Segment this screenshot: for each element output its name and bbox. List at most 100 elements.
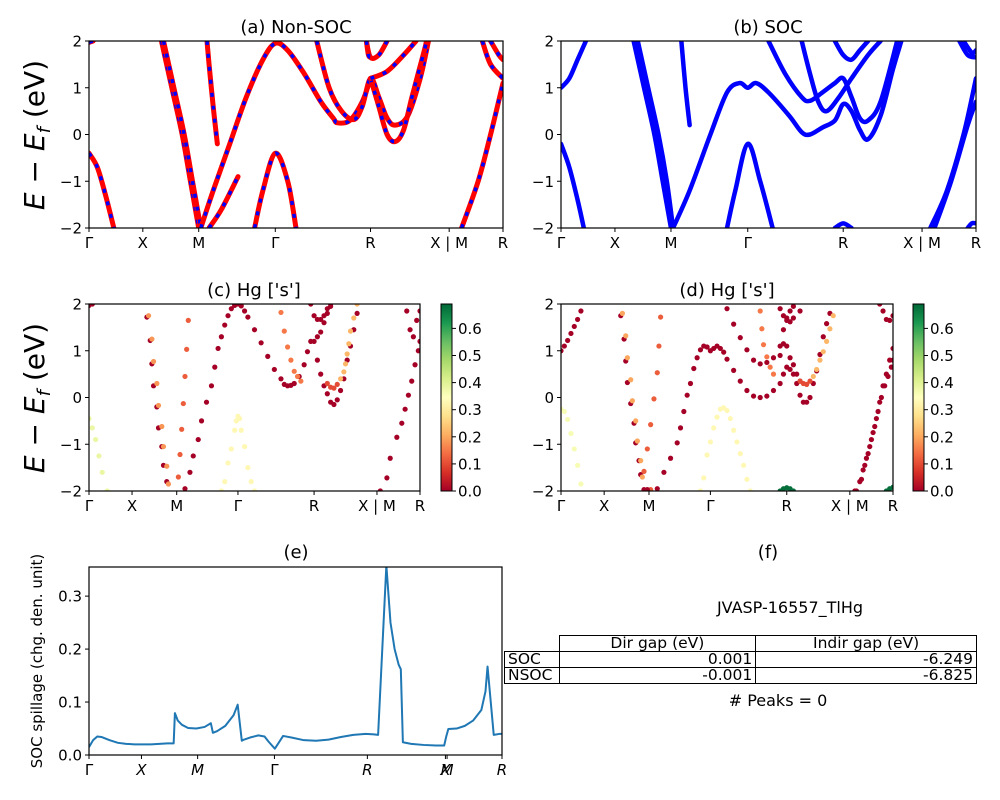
band-point [890,484,893,490]
x-tick-label: M [643,497,656,515]
band-point [561,343,567,349]
band-point [787,355,793,361]
band-point [804,381,810,388]
gap-table-row-label: SOC [504,651,560,668]
band-line [957,41,976,60]
band-line [928,76,976,228]
band-line [832,41,871,63]
band-point [410,334,416,340]
colorbar-tick-label: 0.0 [930,483,954,501]
band-point [228,306,234,312]
band-point [407,327,413,333]
x-tick-label: X [610,234,620,252]
band-line [635,41,676,228]
band-point [724,306,730,312]
band-point [195,436,201,443]
band-point [890,345,893,352]
band-point [875,408,881,415]
x-tick-label: R [497,761,507,779]
spillage-line [89,567,502,750]
band-point [578,481,584,487]
band-point [311,313,317,319]
band-point [651,396,657,402]
band-point [824,338,830,344]
band-line-dash [199,41,373,228]
gap-table-row-label: NSOC [504,667,560,684]
panel-c-axes: −2 −1 0 1 2 Γ X M Γ R X | M R [60,296,425,516]
band-point [93,436,99,443]
band-point [853,488,860,491]
band-point [565,337,571,344]
band-point [182,486,188,491]
x-tick-label: M [441,761,454,779]
band-point [258,340,264,346]
band-point [278,309,284,316]
panel-a-nonsoc-bands: (a) Non-SOC −2 −1 0 1 2 Γ X M Γ R X | M R [60,17,508,252]
band-point [314,334,320,340]
band-point [241,443,248,450]
band-point [321,313,327,319]
x-tick-label: X [138,234,148,252]
band-point [629,398,635,404]
y-tick-label: 2 [72,33,82,51]
band-point [285,344,291,350]
band-point [757,394,763,401]
band-point [96,453,102,459]
band-point [764,393,770,399]
band-point [868,436,875,443]
band-point [155,402,162,409]
band-point [346,341,352,347]
band-point [760,342,767,348]
panel-c-title: (c) Hg ['s'] [207,280,301,301]
y-tick-label: 0 [72,389,82,407]
band-point [860,467,866,473]
band-point [324,306,330,312]
band-line [368,41,419,81]
panel-e-soc-spillage: (e) 0.00.10.20.3Γ X M Γ R XM R [58,542,507,779]
band-point [104,488,110,491]
y-tick-label: −1 [60,436,82,454]
y-tick-label: −2 [532,220,554,238]
band-line [206,174,241,228]
panel-a-axes: −2 −1 0 1 2 Γ X M Γ R X | M R [60,33,508,253]
band-point [377,488,383,491]
x-tick-label: Γ [557,497,566,515]
band-point [767,364,773,370]
colorbar-tick-label: 0.1 [458,455,482,473]
band-point [790,304,796,309]
band-point [887,317,893,323]
band-point [399,420,405,426]
band-point [681,408,687,415]
x-tick-label: Γ [85,497,94,515]
gap-table-cell: -6.825 [755,667,977,684]
band-point [331,385,337,391]
band-point [291,368,297,374]
y-tick-label: 0.0 [58,747,82,765]
band-point [820,349,826,355]
band-point [578,308,584,314]
x-tick-label: X [127,497,137,515]
band-point [737,378,743,384]
band-point [405,392,412,398]
x-tick-label: Γ [85,761,94,779]
band-point [807,394,813,401]
colorbar-gradient [440,303,453,492]
x-tick-label: M [191,761,204,779]
band-point [159,423,165,430]
band-point [215,345,221,352]
x-tick-label: M [192,234,205,252]
band-point [177,451,183,458]
band-point [354,304,360,307]
band-point [301,362,307,368]
band-point [644,446,650,452]
band-point [780,313,787,319]
x-tick-label: R [365,234,375,252]
band-point [877,304,883,307]
band-point [780,371,787,377]
band-line-dash [489,41,503,61]
axes-frame [88,566,503,756]
band-point [154,380,160,387]
band-point [810,373,816,380]
